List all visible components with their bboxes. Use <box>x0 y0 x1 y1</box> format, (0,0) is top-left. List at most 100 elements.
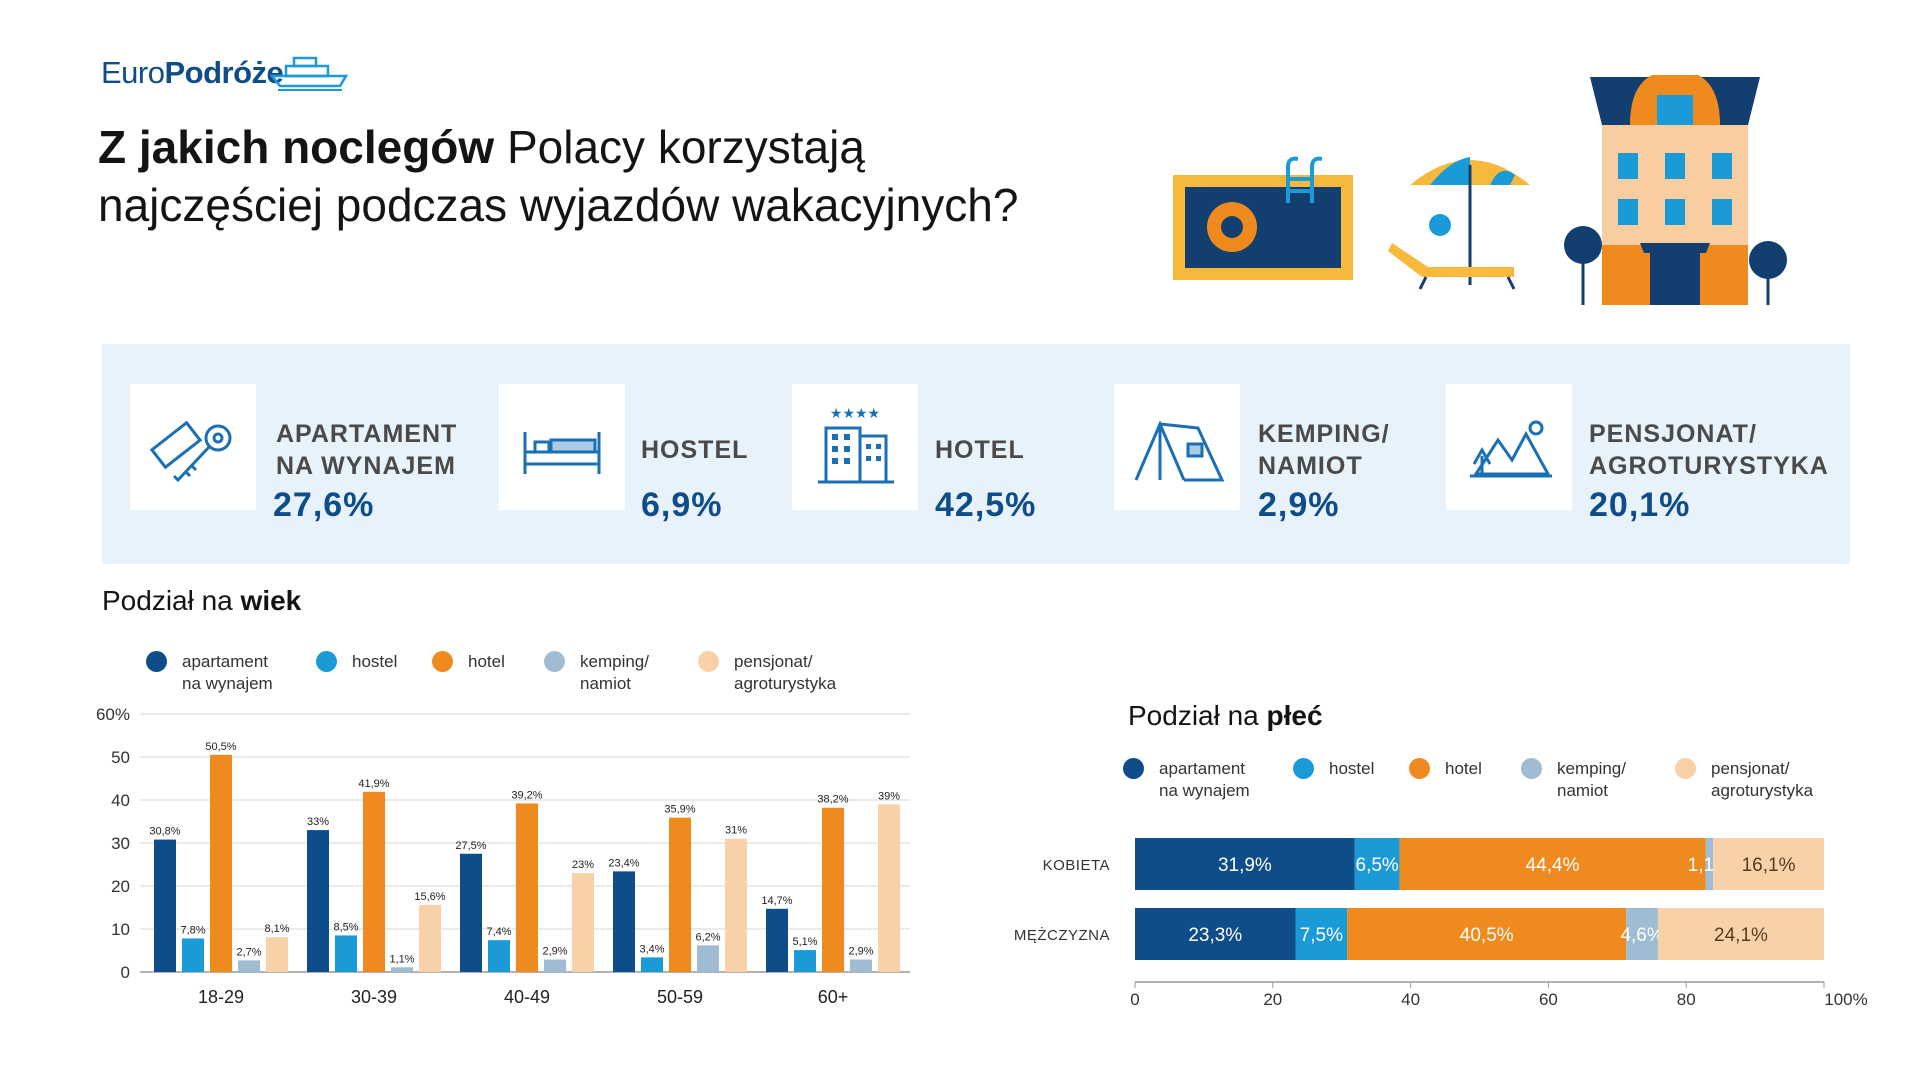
bar <box>766 908 788 972</box>
segment-data-label: 44,4% <box>1526 855 1580 876</box>
ship-logo-icon <box>269 56 348 91</box>
bar-data-label: 1,1% <box>389 953 414 965</box>
y-tick-label: 50 <box>111 748 130 767</box>
summary-value: 20,1% <box>1589 486 1691 524</box>
legend-swatch <box>146 651 167 672</box>
bar <box>307 830 329 972</box>
segment-data-label: 7,5% <box>1300 925 1343 946</box>
stacked-segment <box>1135 908 1296 960</box>
svg-text:★★★★: ★★★★ <box>830 405 880 421</box>
legend-swatch <box>1409 758 1430 779</box>
bar-data-label: 39,2% <box>511 789 542 801</box>
vacation-illustration <box>1173 75 1787 305</box>
summary-icon-box <box>499 384 625 510</box>
stacked-segment <box>1135 838 1355 890</box>
stacked-segment <box>1705 838 1714 890</box>
x-tick-label: 0 <box>1130 990 1139 1009</box>
x-tick-label: 20 <box>1263 990 1282 1009</box>
key-icon <box>149 420 232 483</box>
bar-data-label: 23,4% <box>608 857 639 869</box>
y-tick-label: 40 <box>111 791 130 810</box>
summary-label: PENSJONAT/AGROTURYSTYKA <box>1589 420 1829 480</box>
bar <box>210 754 232 972</box>
title-bold-part: Z jakich noclegów <box>98 121 495 173</box>
legend-swatch <box>544 651 565 672</box>
y-tick-label: 10 <box>111 920 130 939</box>
x-tick-label: 80 <box>1677 990 1696 1009</box>
page-title: Z jakich noclegów Polacy korzystają najc… <box>98 118 1098 234</box>
y-tick-label: 30 <box>111 834 130 853</box>
title-line2: najczęściej podczas wyjazdów wakacyjnych… <box>98 179 1019 231</box>
summary-label: APARTAMENT NA WYNAJEM <box>276 420 458 480</box>
legend-swatch <box>698 651 719 672</box>
bar-data-label: 39% <box>878 790 900 802</box>
legend-label: hotel <box>468 652 505 671</box>
legend-label: pensjonat/agroturystyka <box>1711 759 1814 800</box>
x-category-label: 18-29 <box>198 987 244 1007</box>
legend-swatch <box>1521 758 1542 779</box>
legend-label: kemping/namiot <box>580 652 649 693</box>
bar <box>391 967 413 972</box>
summary-label: HOSTEL <box>641 436 749 464</box>
summary-value: 2,9% <box>1258 486 1340 524</box>
segment-data-label: 16,1% <box>1742 855 1796 876</box>
gender-section-title: Podział na płeć <box>1128 700 1323 731</box>
bar-data-label: 5,1% <box>792 936 817 948</box>
row-category-label: MĘŻCZYZNA <box>1014 926 1110 944</box>
bar-data-label: 7,4% <box>486 926 511 938</box>
legend-swatch <box>432 651 453 672</box>
age-section-title: Podział na wiek <box>102 585 302 616</box>
bar-data-label: 8,1% <box>264 923 289 935</box>
bar-data-label: 35,9% <box>664 804 695 816</box>
bar <box>878 804 900 972</box>
bar-data-label: 23% <box>572 859 594 871</box>
logo-part-1: Euro <box>101 55 165 90</box>
stacked-segment <box>1399 838 1706 890</box>
summary-icon-box <box>130 384 256 510</box>
bar-data-label: 8,5% <box>333 921 358 933</box>
x-tick-label: 60 <box>1539 990 1558 1009</box>
legend-swatch <box>1293 758 1314 779</box>
hotel-illustration-icon <box>1564 75 1787 305</box>
legend-label: apartament na wynajem <box>182 652 273 693</box>
brand-logo: EuroPodróże <box>101 55 284 91</box>
gender-stacked-bar-chart: KOBIETA 31,9% 6,5% 44,4% 1,1% 16,1%MĘŻCZYZNA 2… <box>1014 838 1868 1009</box>
stacked-segment <box>1354 838 1400 890</box>
bar-data-label: 3,4% <box>639 943 664 955</box>
bar-data-label: 38,2% <box>817 794 848 806</box>
stacked-segment <box>1295 908 1348 960</box>
bar-data-label: 33% <box>307 816 329 828</box>
bar <box>516 803 538 972</box>
x-category-label: 60+ <box>818 987 849 1007</box>
bar-data-label: 30,8% <box>149 826 180 838</box>
summary-label: HOTEL <box>935 436 1025 464</box>
gender-chart-legend: apartament na wynajem hostel hotel kemping/n… <box>1123 758 1883 808</box>
bar-data-label: 15,6% <box>414 891 445 903</box>
bar-data-label: 41,9% <box>358 778 389 790</box>
y-tick-label: 0 <box>121 963 130 982</box>
summary-icon-box: ★★★★ <box>792 384 918 510</box>
legend-label: hotel <box>1445 759 1482 778</box>
bar <box>363 791 385 972</box>
tent-icon <box>1134 420 1225 482</box>
legend-label: hostel <box>1329 759 1375 778</box>
pool-icon <box>1173 156 1353 280</box>
stacked-segment <box>1713 838 1824 890</box>
x-category-label: 50-59 <box>657 987 703 1007</box>
summary-value: 6,9% <box>641 486 723 524</box>
hotel-building-icon: ★★★★ <box>818 405 894 484</box>
bar-data-label: 2,9% <box>542 946 567 958</box>
legend-label: apartament na wynajem <box>1159 759 1250 800</box>
segment-data-label: 40,5% <box>1460 925 1514 946</box>
legend-swatch <box>316 651 337 672</box>
y-tick-label: 60% <box>96 705 130 724</box>
bed-icon <box>523 432 601 474</box>
summary-icon-box <box>1114 384 1240 510</box>
bar <box>544 959 566 972</box>
summary-band: APARTAMENT NA WYNAJEM 27,6% HOSTEL 6,9% ★… <box>102 344 1850 564</box>
mountains-icon <box>1470 420 1552 478</box>
bar-data-label: 2,9% <box>848 946 873 958</box>
segment-data-label: 4,6% <box>1620 925 1663 946</box>
bar <box>697 945 719 972</box>
age-bar-chart: 0 10 20 30 40 50 60% 30,8% 7,8% 50,5% 2,7%8,1% 18-2… <box>96 705 910 1007</box>
